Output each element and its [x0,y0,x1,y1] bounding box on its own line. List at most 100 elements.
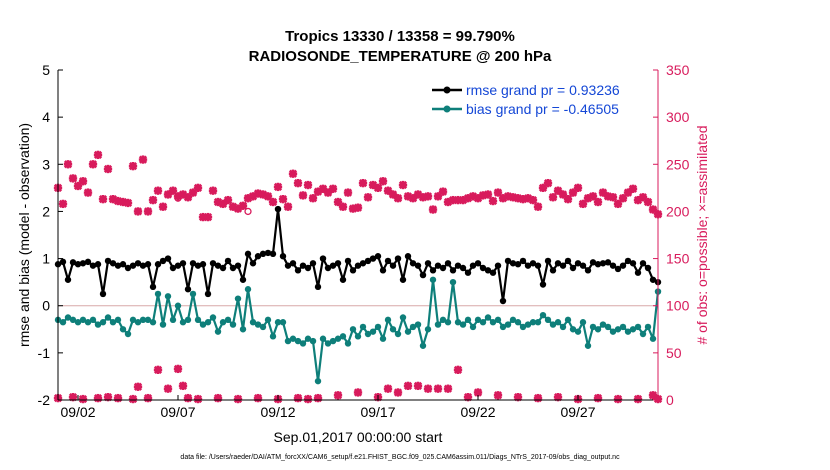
bias-point [189,290,197,298]
bias-point [509,316,517,324]
bias-point [69,316,77,324]
rmse-point [309,260,317,267]
bias-point [604,323,612,331]
rmse-point [539,281,547,288]
bias-point [634,323,642,331]
obs-assimilated-marker [283,202,293,211]
bias-point [329,337,337,345]
bias-point [364,330,372,338]
bias-point [229,321,237,328]
bias-point [539,311,547,319]
rmse-point [554,260,562,267]
rmse-point [294,267,302,274]
rmse-point [429,267,437,274]
bias-point [184,316,192,324]
obs-assimilated-marker [273,182,283,192]
rmse-point [284,262,292,269]
rmse-point [184,286,192,293]
bias-point [149,319,157,326]
rmse-point [319,255,327,262]
obs-assimilated-marker [213,393,223,403]
bias-point [79,316,87,324]
bias-point [609,328,617,335]
bias-point [574,328,582,335]
y-tick-label-left: 3 [42,156,50,172]
rmse-point [209,260,217,267]
bias-point [299,340,307,347]
bias-point [209,314,217,321]
rmse-point [454,262,462,269]
bias-point [424,326,432,333]
bias-point [404,328,412,335]
rmse-point [639,260,647,267]
rmse-point [529,260,537,267]
bias-point [174,302,182,309]
rmse-point [269,250,277,258]
rmse-point [604,259,612,266]
obs-assimilated-marker [608,193,618,202]
rmse-point [474,260,482,267]
rmse-point [84,258,92,266]
bias-point [639,330,647,338]
rmse-point [279,253,287,260]
bias-point [99,319,107,326]
y-axis-label-right: # of obs: o=possible; ×=assimilated [694,125,710,344]
bias-point [159,321,167,328]
obs-assimilated-marker [308,194,318,203]
y-tick-label-right: 0 [666,392,674,408]
rmse-point [164,255,172,262]
rmse-point [549,267,557,274]
legend-rmse-label: rmse grand pr = 0.93236 [466,82,620,98]
y-tick-label-left: -2 [38,392,51,408]
bias-layer [54,276,662,385]
rmse-point [444,260,452,267]
rmse-point [644,264,652,272]
rmse-point [194,262,202,269]
obs-assimilated-marker [88,160,98,169]
bias-point [239,326,247,333]
obs-assimilated-marker [148,195,158,205]
bias-point [259,323,267,331]
x-tick-label: 09/27 [560,404,595,420]
obs-assimilated-marker [178,381,188,391]
rmse-point [304,264,312,272]
rmse-point [94,261,102,268]
bias-point [599,321,607,328]
obs-assimilated-marker [543,178,553,188]
obs-assimilated-marker [443,384,453,393]
obs-assimilated-marker [158,202,168,211]
bias-point [449,278,457,286]
rmse-point [464,269,472,276]
x-tick-label: 09/12 [260,404,295,420]
x-axis-label: Sep.01,2017 00:00:00 start [274,429,443,445]
rmse-point [244,250,252,258]
rmse-point [64,276,72,283]
bias-point [484,314,492,321]
bias-point [414,321,422,328]
bias-point [459,321,467,328]
obs-assimilated-marker [423,192,433,201]
rmse-point [434,262,442,269]
rmse-point [324,264,332,272]
bias-point [534,319,542,326]
bias-point [59,319,67,326]
obs-assimilated-marker [238,201,248,210]
x-tick-label: 09/17 [360,404,395,420]
obs-assimilated-marker [78,177,88,186]
obs-assimilated-marker [68,174,78,183]
bias-point [569,326,577,333]
obs-assimilated-marker [253,393,263,403]
obs-assimilated-marker [93,393,103,403]
bias-point [304,335,312,342]
obs-assimilated-marker [133,382,143,391]
rmse-point [499,297,507,305]
rmse-point [329,262,337,269]
obs-assimilated-marker [58,199,68,209]
obs-assimilated-marker [428,205,438,214]
rmse-point [519,257,527,265]
obs-assimilated-marker [393,388,403,397]
bias-point [194,316,202,324]
y-tick-label-right: 250 [666,156,690,172]
bias-point [314,377,322,385]
obs-assimilated-marker [293,178,303,188]
